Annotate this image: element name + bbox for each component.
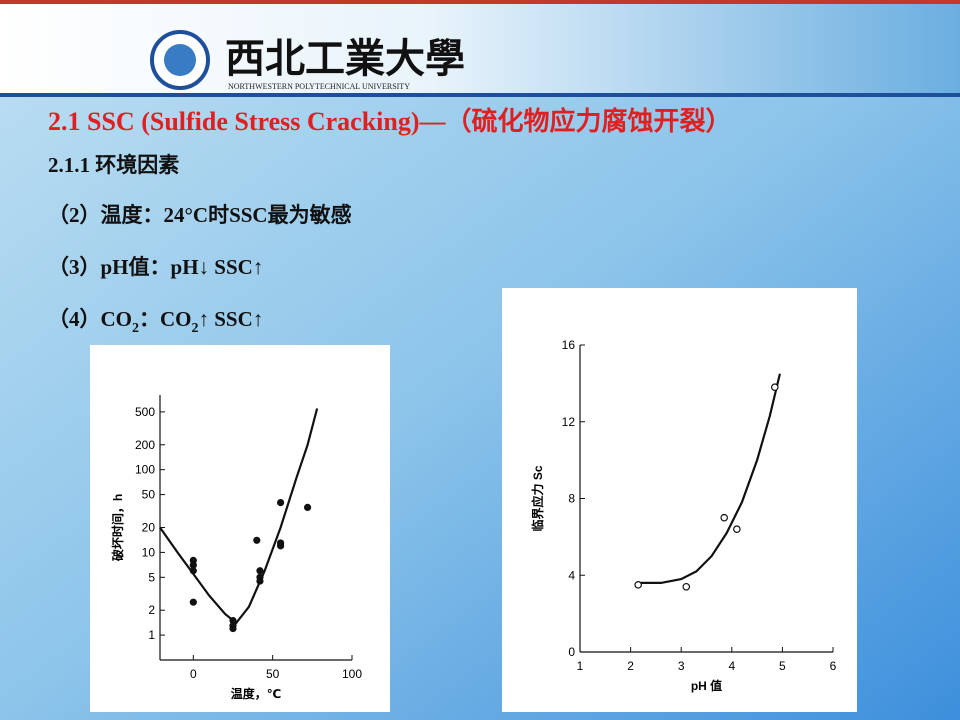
header-band (0, 0, 960, 95)
x-tick-label: 6 (830, 659, 837, 673)
header-rule (0, 93, 960, 97)
data-point (229, 624, 237, 633)
y-tick-label: 10 (142, 545, 156, 559)
data-point (733, 525, 741, 534)
y-axis-label: 破坏时间，h (110, 494, 125, 561)
item-text: ：CO (139, 307, 192, 331)
item-text: （2）温度：24°C时SSC最为敏感 (48, 203, 352, 227)
item-text: （4）CO (48, 307, 132, 331)
chart-panel (90, 345, 390, 712)
list-item: （3）pH值：pH↓ SSC↑ (48, 255, 263, 279)
list-item: （4）CO2：CO2↑ SSC↑ (48, 307, 263, 336)
subtitle: 2.1.1 环境因素 (48, 153, 179, 177)
x-axis-label: pH 值 (691, 678, 722, 693)
x-axis-label: 温度，℃ (231, 686, 282, 701)
data-point (634, 581, 642, 589)
y-tick-label: 100 (135, 463, 155, 477)
data-point (303, 503, 312, 511)
slide-title: 2.1 SSC (Sulfide Stress Cracking)—（硫化物应力… (48, 106, 732, 136)
y-tick-label: 5 (148, 570, 155, 584)
x-tick-label: 0 (190, 667, 197, 681)
data-point (276, 542, 285, 550)
y-tick-label: 0 (568, 645, 575, 659)
y-tick-label: 20 (142, 521, 156, 535)
logo-inner (164, 44, 196, 76)
y-tick-label: 200 (135, 438, 155, 452)
university-en: NORTHWESTERN POLYTECHNICAL UNIVERSITY (228, 82, 410, 91)
data-point (253, 536, 261, 544)
x-tick-label: 50 (266, 667, 280, 681)
university-cn: 西北工業大學 (225, 36, 465, 81)
data-point (276, 499, 285, 507)
y-tick-label: 8 (568, 492, 575, 506)
x-tick-label: 1 (577, 659, 584, 673)
data-point (771, 383, 779, 392)
y-tick-label: 1 (148, 628, 155, 642)
x-tick-label: 4 (728, 659, 735, 673)
item-text: （3）pH值：pH↓ SSC↑ (48, 255, 263, 279)
subscript: 2 (132, 321, 139, 336)
data-point (189, 598, 197, 606)
x-tick-label: 2 (627, 659, 634, 673)
y-tick-label: 50 (142, 488, 156, 502)
top-border (0, 0, 960, 4)
list-item: （2）温度：24°C时SSC最为敏感 (48, 203, 352, 227)
y-tick-label: 4 (568, 568, 575, 582)
data-point (189, 567, 197, 575)
data-point (720, 513, 729, 522)
y-tick-label: 12 (562, 415, 576, 429)
x-tick-label: 3 (678, 659, 685, 673)
subscript: 2 (192, 321, 199, 336)
x-tick-label: 5 (779, 659, 786, 673)
x-tick-label: 100 (342, 667, 362, 681)
y-tick-label: 16 (562, 338, 576, 352)
chart-panel (502, 288, 857, 712)
y-axis-label: 临界应力 Sc (530, 465, 545, 531)
item-text: ↑ SSC↑ (199, 307, 264, 331)
curve (640, 373, 781, 584)
item-list: （2）温度：24°C时SSC最为敏感（3）pH值：pH↓ SSC↑（4）CO2：… (48, 203, 352, 336)
y-tick-label: 500 (135, 405, 155, 419)
y-tick-label: 2 (148, 603, 155, 617)
data-point (256, 577, 264, 585)
data-point (256, 567, 264, 575)
data-point (682, 582, 691, 591)
